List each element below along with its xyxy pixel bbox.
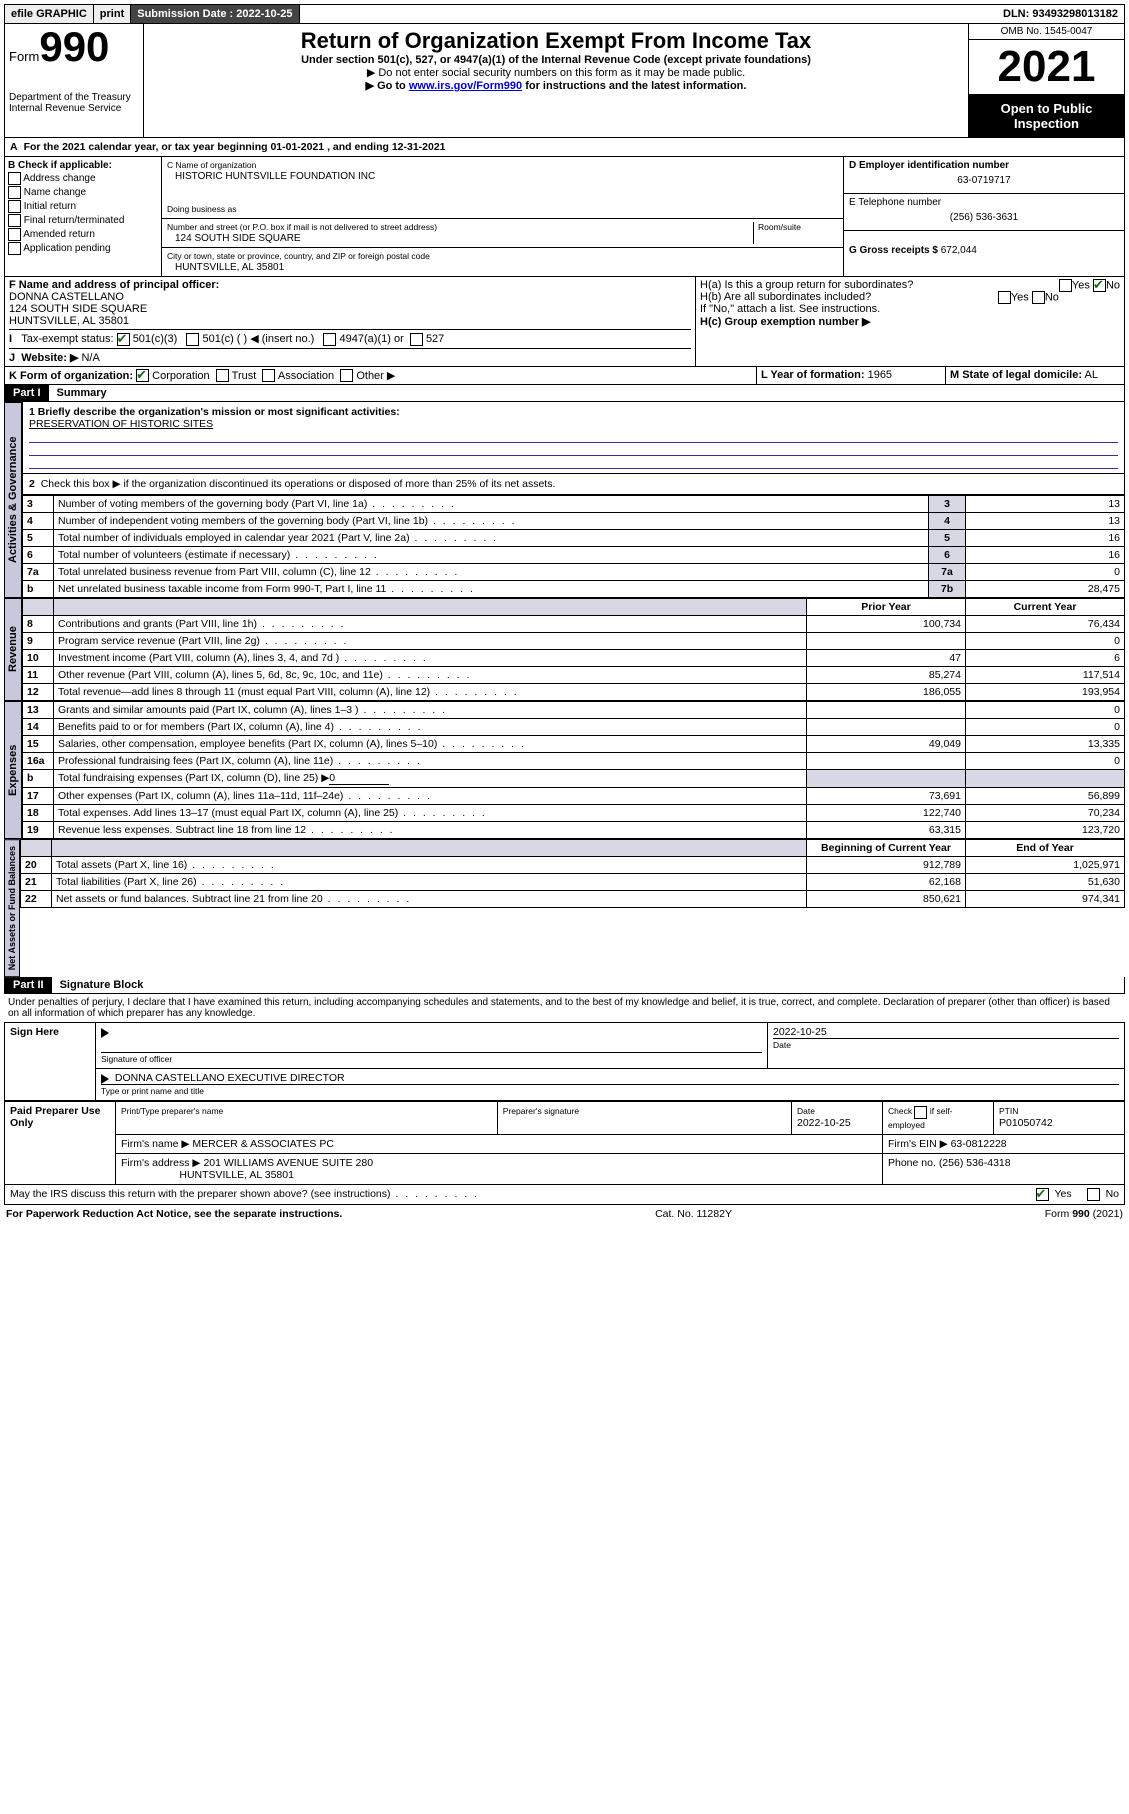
table-row: 8Contributions and grants (Part VIII, li… xyxy=(23,616,1125,633)
page-footer: For Paperwork Reduction Act Notice, see … xyxy=(4,1205,1125,1223)
line-16b: bTotal fundraising expenses (Part IX, co… xyxy=(23,770,1125,788)
ha-yes[interactable] xyxy=(1059,279,1072,292)
discuss-line: May the IRS discuss this return with the… xyxy=(4,1185,1125,1205)
table-row: 5Total number of individuals employed in… xyxy=(23,530,1125,547)
check-final-return[interactable] xyxy=(8,214,21,227)
box-g-gross: G Gross receipts $ 672,044 xyxy=(844,231,1124,259)
check-527[interactable] xyxy=(410,333,423,346)
table-row: 11Other revenue (Part VIII, column (A), … xyxy=(23,667,1125,684)
table-row: 12Total revenue—add lines 8 through 11 (… xyxy=(23,684,1125,701)
penalties-text: Under penalties of perjury, I declare th… xyxy=(4,994,1125,1022)
dln: DLN: 93493298013182 xyxy=(997,5,1124,23)
irs-label: Internal Revenue Service xyxy=(9,103,139,114)
check-trust[interactable] xyxy=(216,369,229,382)
line-2: 2 Check this box ▶ if the organization d… xyxy=(22,474,1125,495)
triangle-icon xyxy=(101,1028,109,1038)
box-h-note: If "No," attach a list. See instructions… xyxy=(700,303,1120,315)
check-assoc[interactable] xyxy=(262,369,275,382)
box-h-a: H(a) Is this a group return for subordin… xyxy=(700,279,1120,291)
hb-yes[interactable] xyxy=(998,291,1011,304)
row-klm: K Form of organization: Corporation Trus… xyxy=(4,367,1125,386)
net-assets-table: Beginning of Current YearEnd of Year 20T… xyxy=(20,839,1125,908)
instructions-link[interactable]: www.irs.gov/Form990 xyxy=(409,80,522,92)
subtitle-2: ▶ Do not enter social security numbers o… xyxy=(150,66,962,79)
box-c-address: Number and street (or P.O. box if mail i… xyxy=(162,219,843,248)
check-amended[interactable] xyxy=(8,228,21,241)
mission-box: 1 Briefly describe the organization's mi… xyxy=(22,402,1125,474)
subtitle-1: Under section 501(c), 527, or 4947(a)(1)… xyxy=(150,54,962,66)
form-number: Form990 xyxy=(9,28,139,66)
table-row: 13Grants and similar amounts paid (Part … xyxy=(23,702,1125,719)
table-row: 22Net assets or fund balances. Subtract … xyxy=(21,891,1125,908)
box-c-name: C Name of organization HISTORIC HUNTSVIL… xyxy=(162,157,843,219)
print-button[interactable]: print xyxy=(94,5,131,23)
table-row: 9Program service revenue (Part VIII, lin… xyxy=(23,633,1125,650)
table-row: 15Salaries, other compensation, employee… xyxy=(23,736,1125,753)
sign-here-label: Sign Here xyxy=(5,1023,96,1101)
table-row: 20Total assets (Part X, line 16)912,7891… xyxy=(21,857,1125,874)
table-row: 16aProfessional fundraising fees (Part I… xyxy=(23,753,1125,770)
table-row: 10Investment income (Part VIII, column (… xyxy=(23,650,1125,667)
table-row: 21Total liabilities (Part X, line 26)62,… xyxy=(21,874,1125,891)
triangle-icon xyxy=(101,1074,109,1084)
discuss-no[interactable] xyxy=(1087,1188,1100,1201)
box-j-website: J Website: ▶ N/A xyxy=(9,348,691,364)
table-row: 17Other expenses (Part IX, column (A), l… xyxy=(23,788,1125,805)
check-other[interactable] xyxy=(340,369,353,382)
tab-expenses: Expenses xyxy=(4,701,22,839)
omb-number: OMB No. 1545-0047 xyxy=(969,24,1124,40)
table-row: 3Number of voting members of the governi… xyxy=(23,496,1125,513)
governance-table: 3Number of voting members of the governi… xyxy=(22,495,1125,598)
table-row: 14Benefits paid to or for members (Part … xyxy=(23,719,1125,736)
check-4947[interactable] xyxy=(323,333,336,346)
form-title: Return of Organization Exempt From Incom… xyxy=(150,28,962,54)
paid-preparer-label: Paid Preparer Use Only xyxy=(5,1102,116,1184)
identity-section: B Check if applicable: Address change Na… xyxy=(4,157,1125,277)
expense-table: 13Grants and similar amounts paid (Part … xyxy=(22,701,1125,839)
check-initial-return[interactable] xyxy=(8,200,21,213)
dept-treasury: Department of the Treasury xyxy=(9,92,139,103)
top-toolbar: efile GRAPHIC print Submission Date : 20… xyxy=(4,4,1125,24)
table-row: bNet unrelated business taxable income f… xyxy=(23,581,1125,598)
ha-no[interactable] xyxy=(1093,279,1106,292)
part1-header: Part I Summary xyxy=(4,385,1125,402)
box-h-c: H(c) Group exemption number ▶ xyxy=(700,315,1120,328)
box-h-b: H(b) Are all subordinates included? Yes … xyxy=(700,291,1120,303)
table-row: 6Total number of volunteers (estimate if… xyxy=(23,547,1125,564)
table-row: 4Number of independent voting members of… xyxy=(23,513,1125,530)
tax-year: 2021 xyxy=(969,40,1124,95)
check-name-change[interactable] xyxy=(8,186,21,199)
check-501c[interactable] xyxy=(186,333,199,346)
open-to-public: Open to PublicInspection xyxy=(969,95,1124,137)
revenue-table: Prior YearCurrent Year 8Contributions an… xyxy=(22,598,1125,701)
discuss-yes[interactable] xyxy=(1036,1188,1049,1201)
line-a-tax-year: A For the 2021 calendar year, or tax yea… xyxy=(4,138,1125,157)
part2-header: Part II Signature Block xyxy=(4,977,1125,994)
tab-net-assets: Net Assets or Fund Balances xyxy=(4,839,20,977)
check-app-pending[interactable] xyxy=(8,242,21,255)
paid-preparer-table: Paid Preparer Use Only Print/Type prepar… xyxy=(4,1101,1125,1184)
check-address-change[interactable] xyxy=(8,172,21,185)
check-501c3[interactable] xyxy=(117,333,130,346)
table-row: 18Total expenses. Add lines 13–17 (must … xyxy=(23,805,1125,822)
box-e-phone: E Telephone number (256) 536-3631 xyxy=(844,194,1124,231)
box-i: I Tax-exempt status: 501(c)(3) 501(c) ( … xyxy=(9,329,691,346)
check-corp[interactable] xyxy=(136,369,149,382)
officer-row: F Name and address of principal officer:… xyxy=(4,277,1125,367)
table-row: 7aTotal unrelated business revenue from … xyxy=(23,564,1125,581)
tab-governance: Activities & Governance xyxy=(4,402,22,598)
form-header: Form990 Department of the Treasury Inter… xyxy=(4,24,1125,138)
table-row: 19Revenue less expenses. Subtract line 1… xyxy=(23,822,1125,839)
efile-label: efile GRAPHIC xyxy=(5,5,94,23)
hb-no[interactable] xyxy=(1032,291,1045,304)
box-d-ein: D Employer identification number 63-0719… xyxy=(844,157,1124,194)
tab-revenue: Revenue xyxy=(4,598,22,701)
signature-table: Sign Here Signature of officer 2022-10-2… xyxy=(4,1022,1125,1101)
check-self-employed[interactable] xyxy=(914,1106,927,1119)
subtitle-3: ▶ Go to www.irs.gov/Form990 for instruct… xyxy=(150,79,962,92)
box-b: B Check if applicable: Address change Na… xyxy=(5,157,162,276)
box-c-city: City or town, state or province, country… xyxy=(162,248,843,276)
submission-date: Submission Date : 2022-10-25 xyxy=(131,5,299,23)
